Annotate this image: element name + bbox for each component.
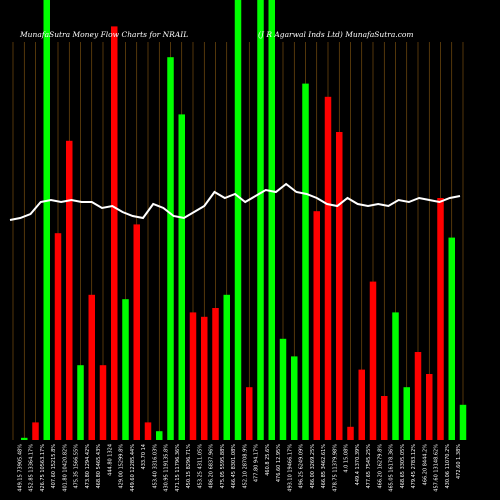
volume-bar xyxy=(66,140,73,441)
volume-bar xyxy=(437,198,444,440)
x-tick-label: 466.20 16279.8% xyxy=(377,444,383,489)
x-tick-label: 401.80 10420.82% xyxy=(62,444,68,492)
x-tick-label: 429.00 15299.8% xyxy=(119,444,125,489)
x-tick-label: 449.15 73905.48% xyxy=(17,444,23,492)
volume-bar xyxy=(426,374,433,440)
x-tick-label: 465.05 16178.36% xyxy=(389,444,395,492)
volume-bar xyxy=(347,426,354,440)
volume-bar xyxy=(268,0,275,440)
volume-bar xyxy=(257,0,264,440)
volume-bar xyxy=(392,312,399,440)
volume-bar xyxy=(54,233,62,440)
x-tick-label: 479.45 2783.12% xyxy=(411,444,417,489)
x-tick-label: 466.45 8301.08% xyxy=(231,444,237,489)
volume-bar xyxy=(189,312,197,440)
x-tick-label: 475.35 1566.55% xyxy=(74,444,80,489)
volume-bar xyxy=(43,0,50,440)
volume-bar xyxy=(223,294,230,440)
x-tick-label: 468.65 3305.05% xyxy=(400,444,406,489)
x-tick-label: 407.60 15215.8% xyxy=(51,444,57,489)
volume-bar xyxy=(291,356,298,440)
x-tick-label: 475.05 5595.88% xyxy=(220,444,226,489)
volume-bar xyxy=(234,0,242,440)
x-tick-label: 453.25 4311.05% xyxy=(197,444,203,489)
volume-bar xyxy=(111,26,118,441)
x-tick-label: 430.06 11070.2% xyxy=(445,444,451,489)
volume-bars xyxy=(21,0,467,441)
volume-bar xyxy=(302,83,309,440)
volume-bar xyxy=(336,132,343,440)
x-tick-label: 493.10 19466.17% xyxy=(287,444,293,492)
volume-bar xyxy=(144,422,152,440)
volume-bar xyxy=(32,422,39,440)
x-tick-label: 453.40 3316.03% xyxy=(152,444,158,489)
x-tick-label: 450.15 8296.71% xyxy=(186,444,192,489)
x-tick-label: 477.80 94.17% xyxy=(254,444,260,482)
volume-bar xyxy=(167,57,174,440)
x-tick-label: 433.70 14 xyxy=(141,444,147,469)
volume-bar xyxy=(358,369,365,440)
volume-bar xyxy=(369,281,377,440)
volume-bar xyxy=(77,365,84,440)
x-tick-label: 471.15 11796.36% xyxy=(175,444,181,492)
volume-bar xyxy=(381,396,388,440)
company-name: (J R Agarwal Inds Ltd) MunafaSutra.com xyxy=(258,30,414,39)
x-tick-label: 496.25 6249.09% xyxy=(299,444,305,489)
x-tick-label: 426.75 10563.17% xyxy=(40,444,46,492)
volume-bar xyxy=(459,404,467,440)
x-tick-label: 449.4 1370.39% xyxy=(355,444,361,486)
price-line xyxy=(9,182,461,221)
x-tick-label: 466.85 3462.61% xyxy=(321,444,327,489)
volume-bar xyxy=(122,299,129,440)
volume-bar xyxy=(99,365,107,440)
volume-bar xyxy=(178,114,185,441)
volume-bar xyxy=(414,352,422,440)
volume-bar xyxy=(246,387,253,440)
volume-bar xyxy=(324,96,332,441)
x-tick-label: 460.8 25.6% xyxy=(265,444,271,476)
volume-bar xyxy=(201,316,208,440)
x-tick-label: 486.00 3269.25% xyxy=(310,444,316,489)
x-tick-label: 457.60 13148.62% xyxy=(434,444,440,492)
x-tick-label: 452.10 28708.9% xyxy=(242,444,248,489)
x-axis-labels: 449.15 73905.48% 452.85 13364.17% 426.75 1… xyxy=(17,444,462,492)
x-tick-label: 444.80 1324 xyxy=(107,444,113,476)
volume-bar xyxy=(403,387,410,440)
x-tick-label: 477.65 7545.25% xyxy=(366,444,372,489)
x-tick-label: 4.0 15.08% xyxy=(344,444,350,473)
x-tick-label: 452.85 13364.17% xyxy=(29,444,35,492)
x-tick-label: 466.20 8444.2% xyxy=(422,444,428,486)
x-tick-label: 473.80 1294.42% xyxy=(85,444,91,489)
x-tick-label: 430.95 119135.8% xyxy=(164,444,170,492)
volume-bar xyxy=(279,338,287,440)
x-tick-label: 478.75 11379.98% xyxy=(332,444,338,492)
volume-bar xyxy=(212,308,219,440)
x-tick-label: 472.60 1.38% xyxy=(456,444,462,479)
volume-bar xyxy=(88,294,95,440)
x-tick-label: 449.60 12285.44% xyxy=(130,444,136,492)
x-tick-label: 476.60 12.95% xyxy=(276,444,282,482)
volume-bar xyxy=(21,437,28,440)
x-tick-label: 486.20 6837.96% xyxy=(209,444,215,489)
volume-bar xyxy=(133,224,140,440)
volume-bar xyxy=(448,237,455,440)
volume-bar xyxy=(156,431,163,440)
volume-bar xyxy=(313,211,320,440)
chart-title: MunafaSutra Money Flow Charts for NRAIL xyxy=(20,30,189,39)
x-tick-label: 468.80 5465.43% xyxy=(96,444,102,489)
